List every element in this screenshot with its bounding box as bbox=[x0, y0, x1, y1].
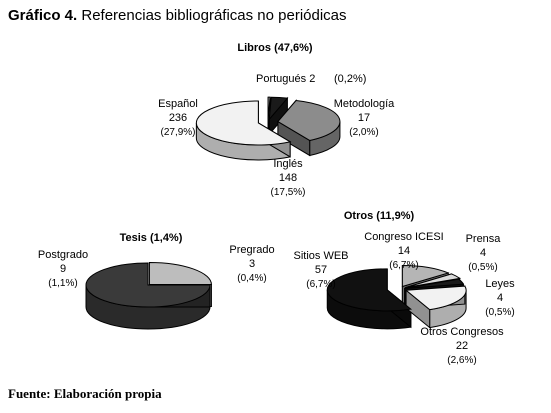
label-pregrado: Pregrado bbox=[229, 244, 274, 256]
slice-metodolog-a bbox=[268, 96, 289, 121]
label-metodologia: Metodología bbox=[334, 98, 395, 110]
pie-2 bbox=[326, 264, 467, 330]
pie-charts bbox=[85, 96, 467, 330]
figure-title: Gráfico 4. Referencias bibliográficas no… bbox=[8, 7, 347, 24]
chart-title-otros: Otros (11,9%) bbox=[344, 210, 415, 222]
pct-pregrado: (0,4%) bbox=[237, 273, 266, 284]
slice-pregrado bbox=[148, 261, 212, 285]
label-espanol: Español bbox=[158, 98, 198, 110]
pct-sitios-web: (6,7%) bbox=[306, 279, 335, 290]
slice-sitios-web bbox=[326, 268, 413, 312]
slice-postgrado bbox=[85, 262, 211, 308]
slice-ingl-s bbox=[277, 100, 341, 141]
chart-labels: Libros (47,6%) Portugués 2 (0,2%) Metodo… bbox=[38, 42, 515, 366]
pct-espanol: (27,9%) bbox=[160, 127, 195, 138]
value-espanol: 236 bbox=[169, 112, 187, 124]
value-leyes: 4 bbox=[497, 292, 503, 304]
slice-congreso-icesi bbox=[401, 264, 450, 288]
label-leyes: Leyes bbox=[485, 278, 515, 290]
figure-number: Gráfico 4. bbox=[8, 7, 78, 24]
source-note: Fuente: Elaboración propia bbox=[8, 386, 162, 401]
label-prensa: Prensa bbox=[466, 233, 502, 245]
value-sitios-web: 57 bbox=[315, 264, 327, 276]
pct-metodologia: (2,0%) bbox=[349, 127, 378, 138]
value-metodologia: 17 bbox=[358, 112, 370, 124]
slice-portugu-s bbox=[267, 96, 271, 120]
slice-leyes bbox=[404, 278, 465, 289]
chart-title-tesis: Tesis (1,4%) bbox=[120, 232, 183, 244]
pct-leyes: (0,5%) bbox=[485, 307, 514, 318]
pie-0 bbox=[195, 96, 341, 161]
pct-postgrado: (1,1%) bbox=[48, 278, 77, 289]
value-pregrado: 3 bbox=[249, 258, 255, 270]
value-congreso-icesi: 14 bbox=[398, 245, 410, 257]
slice-espa-ol bbox=[195, 100, 292, 146]
label-ingles: Inglés bbox=[273, 158, 303, 170]
pct-congreso-icesi: (6,7%) bbox=[389, 260, 418, 271]
value-prensa: 4 bbox=[480, 247, 486, 259]
pct-ingles: (17,5%) bbox=[270, 187, 305, 198]
pct-prensa: (0,5%) bbox=[468, 262, 497, 273]
pct-otros-congresos: (2,6%) bbox=[447, 355, 476, 366]
value-otros-congresos: 22 bbox=[456, 340, 468, 352]
chart-title-libros: Libros (47,6%) bbox=[237, 42, 313, 54]
slice-otros-congresos bbox=[404, 285, 467, 311]
figure-title-text: Referencias bibliográficas no periódicas bbox=[81, 7, 347, 24]
pie-1 bbox=[85, 261, 212, 330]
label-portugues: Portugués 2 bbox=[256, 73, 315, 85]
pct-portugues: (0,2%) bbox=[334, 73, 366, 85]
slice-prensa bbox=[405, 273, 461, 288]
value-postgrado: 9 bbox=[60, 263, 66, 275]
value-ingles: 148 bbox=[279, 172, 297, 184]
label-congreso-icesi: Congreso ICESI bbox=[364, 231, 443, 243]
label-sitios-web: Sitios WEB bbox=[293, 250, 348, 262]
label-otros-congresos: Otros Congresos bbox=[420, 326, 504, 338]
label-postgrado: Postgrado bbox=[38, 249, 88, 261]
